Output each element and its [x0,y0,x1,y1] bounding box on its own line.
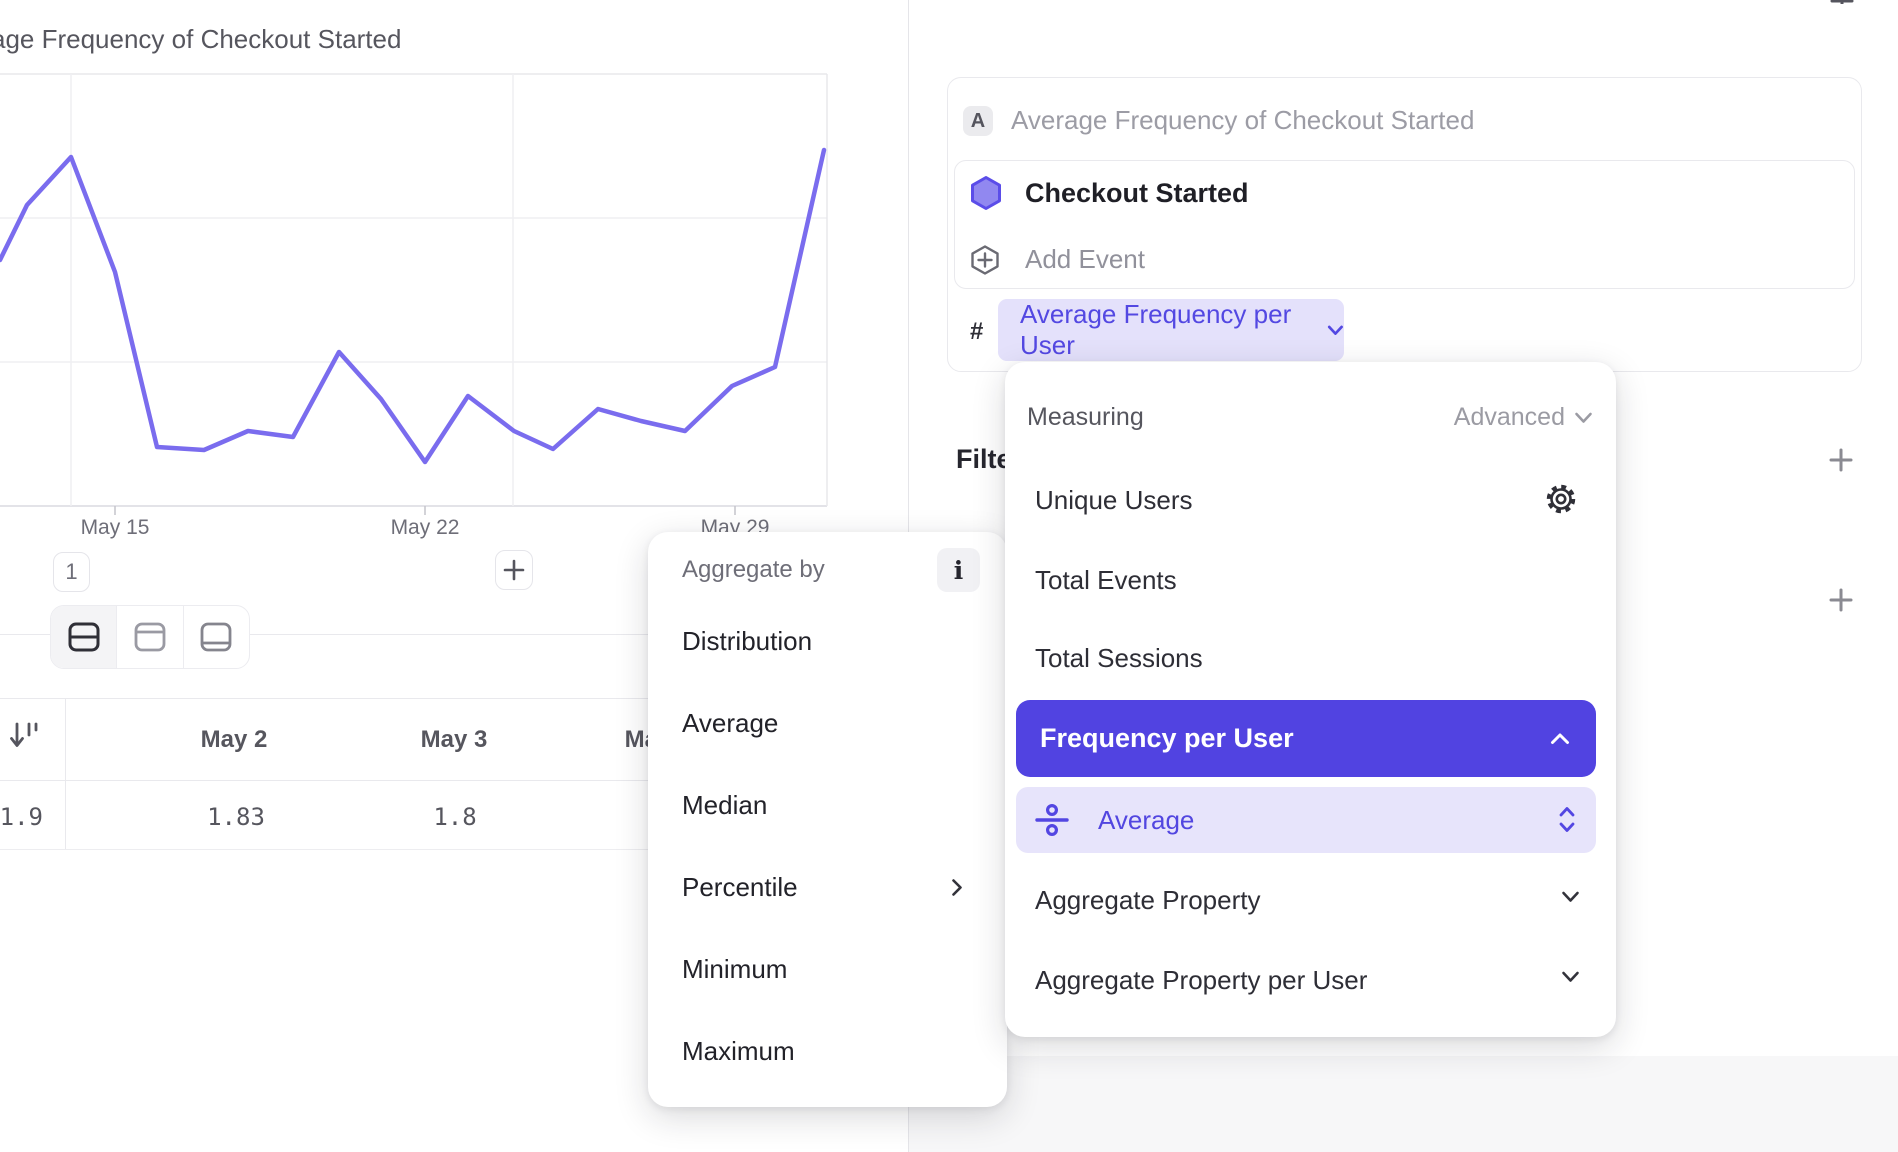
measuring-menu: Measuring Advanced Unique Users Total Ev… [1005,362,1616,1037]
sort-descending-icon [10,722,38,747]
layout-table-view-button[interactable] [182,606,249,668]
menu-item-average[interactable]: Average [682,708,779,738]
menu-item-percentile[interactable]: Percentile [682,872,798,902]
chart-line-series [0,147,827,465]
series-letter-badge: A [963,106,993,136]
layout-chart-view-button[interactable] [116,606,182,668]
aggregation-dropdown-label: Average Frequency per User [1020,299,1292,360]
advanced-label: Advanced [1453,403,1565,431]
panel-heading-clipped: Metric [955,0,1155,5]
split-rows-icon [68,622,100,652]
gear-icon[interactable] [1545,483,1577,515]
top-bar-icon [134,622,166,652]
table-cell: 1.8 [433,803,477,831]
advanced-toggle[interactable]: Advanced [1454,403,1593,432]
table-header-border [0,780,908,781]
aggregate-by-menu: Aggregate by i Distribution Average Medi… [648,532,1007,1107]
chevron-down-icon [1575,412,1592,423]
menu-item-median[interactable]: Median [682,790,768,820]
add-event-hex-plus-icon [971,245,999,275]
chevron-down-icon [1562,891,1579,902]
menu-item-total-sessions[interactable]: Total Sessions [1035,643,1203,673]
aggregate-by-header: Aggregate by [682,556,825,583]
add-breakdown-button[interactable] [1829,588,1853,612]
info-button[interactable]: i [937,548,980,592]
add-metric-button-clipped[interactable] [1830,0,1854,4]
panel-lower-background [909,1056,1898,1152]
aggregation-dropdown[interactable]: Average Frequency per User [998,299,1344,361]
layout-split-view-button[interactable] [51,606,117,668]
menu-item-minimum[interactable]: Minimum [682,954,788,984]
layout-toggle-group [50,605,250,669]
line-chart: May 15 May 22 May 29 [0,73,828,539]
table-cell: 1.9 [0,803,43,831]
event-name[interactable]: Checkout Started [1025,178,1249,208]
up-down-chevrons-icon [1559,807,1575,832]
menu-item-unique-users[interactable]: Unique Users [1035,485,1193,515]
sub-selected-label: Average [1098,805,1195,835]
series-count-badge[interactable]: 1 [53,552,90,592]
chevron-right-icon [952,879,962,896]
divide-icon [1035,803,1069,837]
section-divider [0,634,908,635]
plus-icon [503,559,525,581]
add-event-button[interactable]: Add Event [1025,244,1145,274]
menu-item-maximum[interactable]: Maximum [682,1036,795,1066]
menu-item-total-events[interactable]: Total Events [1035,565,1177,595]
event-hexagon-icon [971,176,1001,210]
chevron-down-icon [1562,971,1579,982]
table-sort-button[interactable] [8,719,40,758]
menu-item-aggregate-property[interactable]: Aggregate Property [1035,885,1261,915]
table-header-cell[interactable]: May 2 [200,726,268,753]
table-column-divider [65,698,66,849]
chevron-down-icon [1328,325,1344,335]
plus-icon [1830,0,1854,4]
x-tick-label: May 22 [391,516,460,539]
bottom-bar-icon [200,622,232,652]
table-row-border [0,849,908,850]
menu-item-frequency-per-user-selected[interactable]: Frequency per User [1016,700,1596,777]
event-list-card: Checkout Started Add Event [954,160,1855,289]
table-cell: 1.83 [207,803,265,831]
chevron-up-icon [1551,733,1569,744]
panel-heading: Metric [955,0,1155,5]
numeric-type-indicator: # [970,318,984,345]
x-tick-label: May 15 [81,516,150,539]
info-icon: i [953,555,964,585]
add-chart-item-button[interactable] [495,550,533,590]
metric-query-card: A Average Frequency of Checkout Started … [947,77,1862,372]
table-top-border [0,698,908,699]
metric-name-input[interactable]: Average Frequency of Checkout Started [1011,105,1475,135]
chart-title: Average Frequency of Checkout Started [0,24,402,54]
selected-item-label: Frequency per User [1040,723,1294,753]
menu-item-aggregate-property-per-user[interactable]: Aggregate Property per User [1035,965,1368,995]
measuring-header: Measuring [1027,403,1144,431]
add-filter-button[interactable] [1829,448,1853,472]
frequency-aggregation-selector[interactable]: Average [1016,787,1596,853]
table-header-cell[interactable]: May 3 [420,726,488,753]
menu-item-distribution[interactable]: Distribution [682,626,813,656]
